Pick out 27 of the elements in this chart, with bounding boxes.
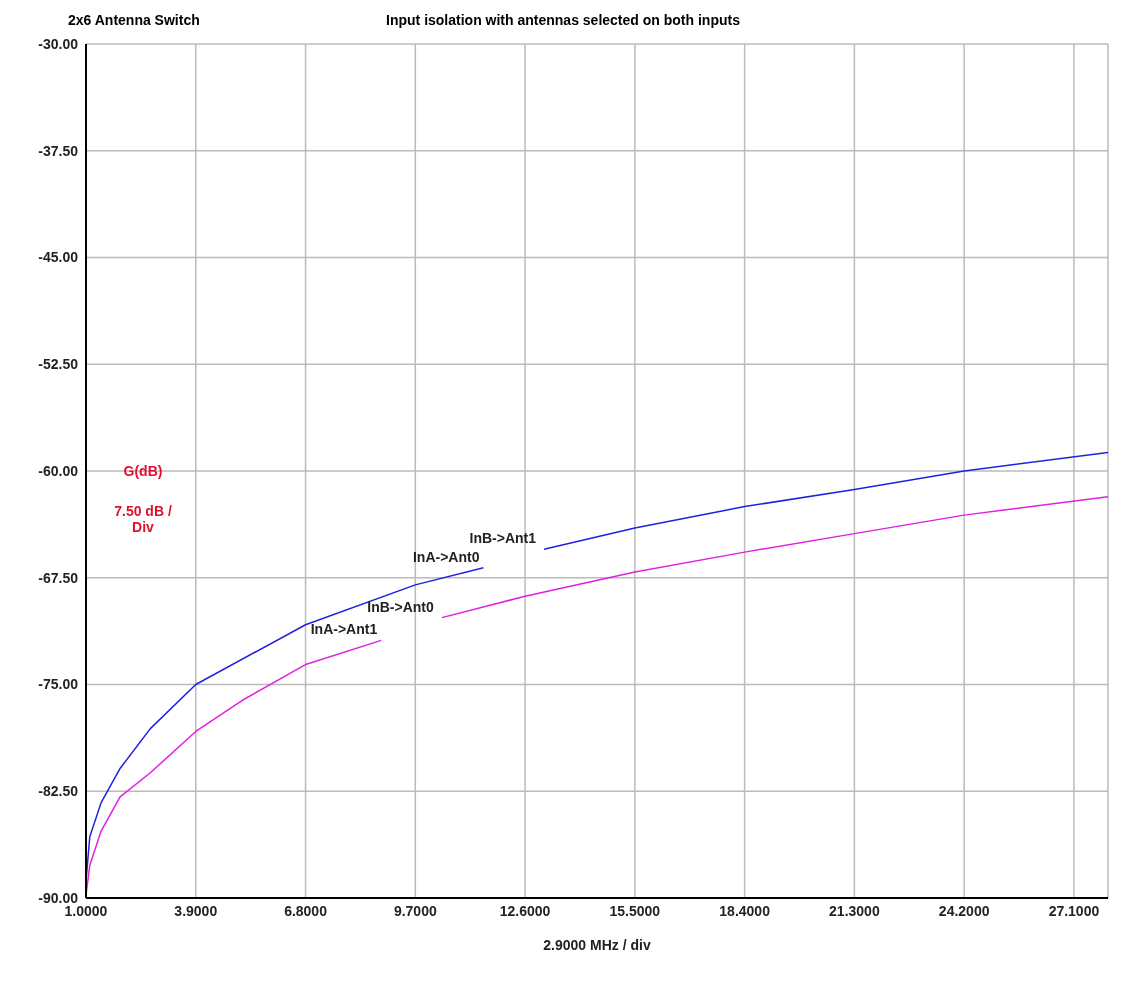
chart-subtitle: Input isolation with antennas selected on both inputs [386,12,740,28]
series-label: InA->Ant0 [412,548,480,565]
series-label: InA->Ant1 [310,621,378,638]
y-tick-label: -82.50 [38,783,79,800]
x-tick-label: 24.2000 [938,902,990,919]
series-label: InB->Ant0 [367,598,435,615]
series-label: InB->Ant1 [469,530,537,547]
x-tick-label: 6.8000 [284,902,328,919]
y-tick-label: -45.00 [38,249,79,266]
annotation: 7.50 dB / Div [113,503,173,535]
x-axis-title: 2.9000 MHz / div [543,937,651,953]
line-series [543,451,1108,551]
annotation: G(dB) [122,463,164,479]
x-tick-label: 9.7000 [393,902,437,919]
y-tick-label: -67.50 [38,569,79,586]
y-tick-label: -37.50 [38,142,79,159]
x-tick-label: 21.3000 [829,902,880,919]
y-tick-label: -52.50 [38,356,79,373]
x-tick-label: 15.5000 [609,902,661,919]
y-tick-label: -30.00 [38,35,79,52]
x-tick-label: 3.9000 [174,902,218,919]
y-tick-label: -75.00 [38,676,79,693]
chart-title: 2x6 Antenna Switch [68,12,200,28]
x-tick-label: 12.6000 [499,902,551,919]
y-tick-label: -60.00 [38,462,79,479]
x-tick-label: 18.4000 [719,902,771,919]
x-tick-label: 27.1000 [1048,902,1100,919]
